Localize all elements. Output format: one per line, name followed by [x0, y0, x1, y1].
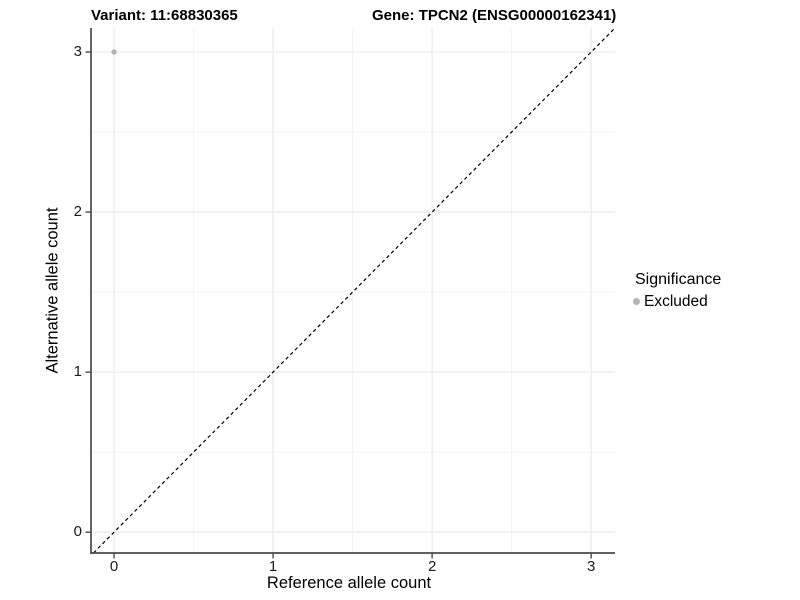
x-tick-label: 1: [268, 558, 278, 575]
x-axis-title: Reference allele count: [266, 574, 432, 592]
legend-item-excluded: Excluded: [633, 292, 721, 311]
y-tick-label: 2: [73, 203, 82, 221]
y-axis-title: Alternative allele count: [43, 207, 62, 374]
plot-title-gene: Gene: TPCN2 (ENSG00000162341): [372, 7, 617, 24]
legend-item-label: Excluded: [644, 293, 708, 310]
y-tick-label: 0: [73, 523, 82, 541]
y-tick-label: 3: [73, 43, 82, 60]
x-tick-label: 0: [109, 558, 119, 575]
legend-title: Significance: [635, 271, 722, 288]
y-tick-label: 1: [73, 363, 82, 381]
diagonal-reference-line: [92, 27, 616, 554]
legend-point-icon: [633, 298, 640, 305]
legend: Significance Excluded: [633, 270, 721, 311]
plot-title-variant: Variant: 11:68830365: [91, 7, 238, 24]
x-tick-label: 3: [586, 558, 596, 575]
x-tick-label: 2: [427, 558, 437, 575]
data-point: [111, 49, 117, 55]
